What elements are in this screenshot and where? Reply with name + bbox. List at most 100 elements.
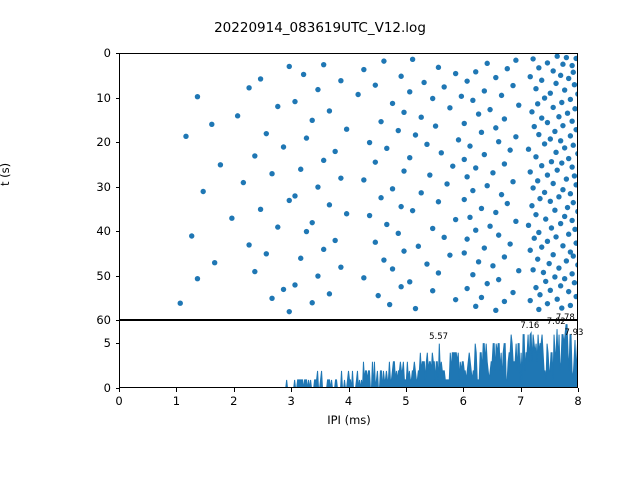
scatter-point [533, 86, 539, 92]
scatter-point [553, 234, 559, 240]
scatter-point [547, 198, 554, 204]
scatter-point [504, 65, 510, 72]
scatter-point [544, 119, 551, 126]
scatter-point [575, 208, 577, 215]
scatter-point [561, 276, 568, 282]
scatter-point [553, 149, 559, 156]
scatter-point [495, 232, 502, 238]
y-tick-label: 5 [103, 335, 111, 350]
scatter-point [561, 213, 568, 220]
scatter-point [572, 226, 577, 233]
x-tick-label: 5 [402, 394, 410, 408]
scatter-point [550, 180, 556, 187]
scatter-point [455, 137, 462, 143]
x-tick-label: 1 [172, 394, 181, 408]
scatter-point [441, 84, 447, 90]
scatter-point [275, 103, 281, 110]
scatter-point [401, 168, 407, 174]
scatter-point [541, 95, 548, 101]
scatter-point [343, 126, 350, 132]
scatter-point [338, 264, 344, 270]
y-tick-mark [115, 342, 119, 344]
scatter-point [569, 271, 575, 277]
scatter-point [533, 284, 539, 291]
scatter-point [554, 167, 560, 173]
scatter-point [389, 186, 396, 192]
scatter-point [556, 265, 562, 271]
scatter-point [464, 285, 470, 292]
scatter-point [429, 225, 436, 232]
scatter-point [435, 64, 442, 71]
scatter-point [452, 216, 459, 223]
scatter-point [378, 195, 384, 201]
scatter-point [415, 243, 422, 249]
scatter-point [481, 151, 488, 158]
scatter-point [552, 128, 558, 135]
scatter-point [564, 204, 571, 211]
scatter-point [361, 66, 367, 73]
scatter-point [424, 261, 430, 267]
y-tick-mark [115, 275, 119, 277]
scatter-point [286, 308, 292, 315]
scatter-point [470, 272, 476, 278]
scatter-point [536, 65, 542, 71]
scatter-point [309, 300, 315, 306]
scatter-point [484, 60, 490, 67]
scatter-point [470, 97, 476, 103]
scatter-point [441, 234, 447, 241]
scatter-point [536, 306, 542, 313]
scatter-point [467, 214, 473, 221]
scatter-point [567, 191, 574, 197]
scatter-point [507, 147, 513, 153]
scatter-point [495, 138, 502, 145]
scatter-point [493, 74, 499, 81]
scatter-point [381, 58, 387, 64]
scatter-point [516, 102, 522, 108]
scatter-point [565, 288, 572, 295]
scatter-point [481, 88, 488, 94]
scatter-point [211, 260, 218, 266]
scatter-point [575, 91, 577, 97]
scatter-point [501, 161, 508, 167]
scatter-point [575, 151, 577, 157]
scatter-point [320, 157, 327, 164]
scatter-point [544, 300, 551, 307]
scatter-point [418, 114, 424, 120]
scatter-point [252, 268, 258, 275]
scatter-point [386, 301, 393, 308]
scatter-point [326, 291, 333, 297]
scatter-point [200, 188, 206, 195]
x-tick-mark [578, 388, 580, 392]
x-tick-label: 0 [115, 394, 123, 408]
histogram-trace [285, 324, 577, 387]
x-tick-label: 8 [574, 394, 582, 408]
scatter-point [303, 135, 310, 141]
scatter-point [246, 242, 252, 248]
scatter-point [573, 182, 577, 188]
scatter-point [530, 56, 536, 62]
scatter-point [412, 132, 419, 138]
scatter-point [501, 254, 508, 260]
x-tick-label: 2 [230, 394, 238, 408]
scatter-point [177, 300, 183, 306]
scatter-point [384, 221, 390, 228]
scatter-point [427, 172, 433, 178]
scatter-point [467, 143, 473, 149]
scatter-point [544, 238, 551, 245]
y-tick-label: 30 [96, 179, 111, 194]
scatter-point [473, 165, 479, 171]
scatter-point [553, 80, 559, 87]
scatter-point [548, 158, 555, 165]
scatter-point [495, 276, 502, 283]
scatter-point [464, 174, 470, 180]
scatter-point [298, 166, 304, 172]
scatter-point [447, 105, 453, 111]
scatter-point [501, 116, 508, 122]
scatter-point [530, 185, 536, 191]
peak-annotation-label: 5.57 [429, 331, 449, 342]
scatter-point [559, 160, 565, 166]
y-tick-mark [115, 388, 119, 390]
scatter-point [229, 215, 235, 221]
scatter-point [560, 122, 566, 129]
y-tick-label: 0 [103, 46, 111, 60]
